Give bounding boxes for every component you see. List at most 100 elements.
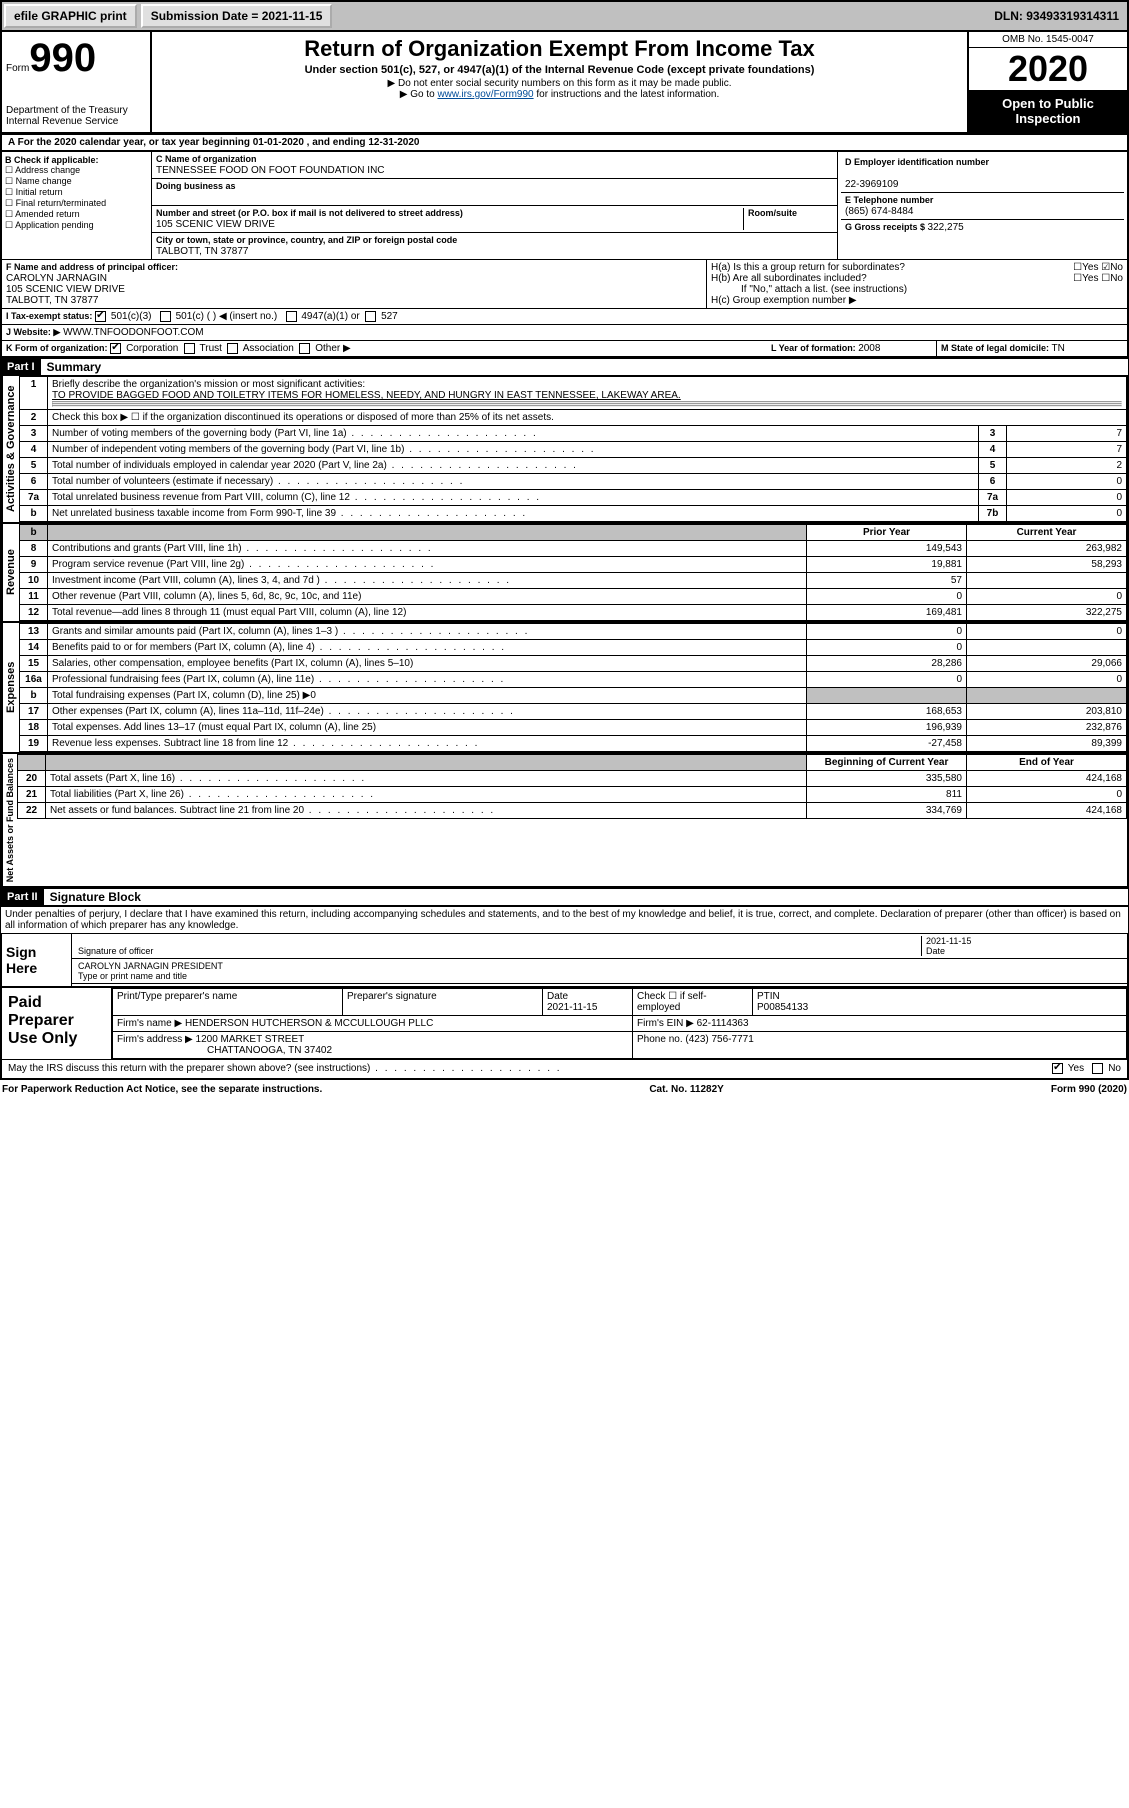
sign-here-block: Sign Here Signature of officer2021-11-15… bbox=[0, 934, 1129, 988]
cb-assoc[interactable] bbox=[227, 343, 238, 354]
side-netassets: Net Assets or Fund Balances bbox=[2, 754, 17, 886]
table-row: 7aTotal unrelated business revenue from … bbox=[20, 490, 1127, 506]
sig-date: 2021-11-15 bbox=[926, 936, 971, 946]
firm-name-label: Firm's name ▶ bbox=[117, 1018, 182, 1029]
firm-phone-label: Phone no. bbox=[637, 1034, 685, 1045]
prep-name-label: Print/Type preparer's name bbox=[117, 991, 237, 1002]
summary-netassets: Net Assets or Fund Balances Beginning of… bbox=[0, 754, 1129, 888]
cb-4947[interactable] bbox=[286, 311, 297, 322]
open-public-badge: Open to Public Inspection bbox=[969, 90, 1127, 132]
discuss-question: May the IRS discuss this return with the… bbox=[8, 1063, 1052, 1074]
efile-button[interactable]: efile GRAPHIC print bbox=[4, 4, 137, 28]
type-name-label: Type or print name and title bbox=[78, 971, 187, 981]
ein-label: D Employer identification number bbox=[845, 157, 989, 167]
city-label: City or town, state or province, country… bbox=[156, 235, 457, 245]
block-c: C Name of organizationTENNESSEE FOOD ON … bbox=[152, 152, 837, 259]
table-row: 22Net assets or fund balances. Subtract … bbox=[18, 803, 1127, 819]
table-row: 15Salaries, other compensation, employee… bbox=[20, 656, 1127, 672]
form-note-2: ▶ Go to www.irs.gov/Form990 for instruct… bbox=[156, 89, 963, 100]
table-row: 8Contributions and grants (Part VIII, li… bbox=[20, 541, 1127, 557]
table-row: 14Benefits paid to or for members (Part … bbox=[20, 640, 1127, 656]
col-prior: Prior Year bbox=[807, 525, 967, 541]
part1-header: Part I Summary bbox=[0, 358, 1129, 376]
l2-text: Check this box ▶ ☐ if the organization d… bbox=[48, 410, 1127, 426]
table-row: 16aProfessional fundraising fees (Part I… bbox=[20, 672, 1127, 688]
cb-discuss-no[interactable] bbox=[1092, 1063, 1103, 1074]
submission-date-button[interactable]: Submission Date = 2021-11-15 bbox=[141, 4, 333, 28]
blocks-bcde: B Check if applicable: ☐ Address change … bbox=[0, 152, 1129, 260]
block-i: I Tax-exempt status: 501(c)(3) 501(c) ( … bbox=[0, 309, 1129, 325]
l1-text: TO PROVIDE BAGGED FOOD AND TOILETRY ITEM… bbox=[52, 390, 681, 401]
block-klm: K Form of organization: Corporation Trus… bbox=[0, 341, 1129, 358]
cb-other[interactable] bbox=[299, 343, 310, 354]
self-employed-check[interactable]: Check ☐ if self-employed bbox=[633, 989, 753, 1016]
table-row: 13Grants and similar amounts paid (Part … bbox=[20, 624, 1127, 640]
part1-title: Summary bbox=[41, 360, 102, 374]
block-b: B Check if applicable: ☐ Address change … bbox=[2, 152, 152, 259]
cb-501c[interactable] bbox=[160, 311, 171, 322]
block-degh: D Employer identification number22-39691… bbox=[837, 152, 1127, 259]
table-row: 20Total assets (Part X, line 16)335,5804… bbox=[18, 771, 1127, 787]
cb-app-pending[interactable]: ☐ Application pending bbox=[5, 220, 148, 231]
cb-501c3[interactable] bbox=[95, 311, 106, 322]
cb-trust[interactable] bbox=[184, 343, 195, 354]
ha-label: H(a) Is this a group return for subordin… bbox=[711, 262, 905, 273]
cb-corp[interactable] bbox=[110, 343, 121, 354]
side-governance: Activities & Governance bbox=[2, 376, 19, 522]
table-row: 21Total liabilities (Part X, line 26)811… bbox=[18, 787, 1127, 803]
paid-preparer-block: Paid Preparer Use Only Print/Type prepar… bbox=[0, 988, 1129, 1079]
summary-expenses: Expenses 13Grants and similar amounts pa… bbox=[0, 623, 1129, 754]
table-row: 9Program service revenue (Part VIII, lin… bbox=[20, 557, 1127, 573]
firm-addr2: CHATTANOOGA, TN 37402 bbox=[117, 1045, 332, 1056]
paid-preparer-label: Paid Preparer Use Only bbox=[2, 988, 112, 1059]
domicile-label: M State of legal domicile: bbox=[941, 343, 1052, 353]
table-row: 12Total revenue—add lines 8 through 11 (… bbox=[20, 605, 1127, 621]
firm-ein: 62-1114363 bbox=[697, 1018, 749, 1029]
officer-addr1: 105 SCENIC VIEW DRIVE bbox=[6, 284, 125, 295]
part2-num: Part II bbox=[1, 889, 44, 905]
summary-revenue: Revenue bPrior YearCurrent Year 8Contrib… bbox=[0, 524, 1129, 623]
cb-final-return[interactable]: ☐ Final return/terminated bbox=[5, 198, 148, 209]
block-h: H(a) Is this a group return for subordin… bbox=[707, 260, 1127, 308]
year-formation: 2008 bbox=[858, 343, 880, 354]
form-org-label: K Form of organization: bbox=[6, 343, 108, 353]
footer-left: For Paperwork Reduction Act Notice, see … bbox=[2, 1084, 322, 1095]
tax-exempt-label: I Tax-exempt status: bbox=[6, 311, 92, 321]
gross-label: G Gross receipts $ bbox=[845, 222, 928, 232]
cb-address-change[interactable]: ☐ Address change bbox=[5, 165, 148, 176]
hb-note: If "No," attach a list. (see instruction… bbox=[711, 284, 1123, 295]
cb-amended[interactable]: ☐ Amended return bbox=[5, 209, 148, 220]
sign-here-label: Sign Here bbox=[2, 934, 72, 986]
phone-value: (865) 674-8484 bbox=[845, 206, 913, 217]
page-footer: For Paperwork Reduction Act Notice, see … bbox=[0, 1080, 1129, 1099]
phone-label: E Telephone number bbox=[845, 195, 933, 205]
dln-label: DLN: 93493319314311 bbox=[994, 9, 1125, 23]
gross-value: 322,275 bbox=[928, 222, 964, 233]
website-label: J Website: ▶ bbox=[6, 327, 60, 337]
hc-label: H(c) Group exemption number ▶ bbox=[711, 295, 1123, 306]
signer-name: CAROLYN JARNAGIN PRESIDENT bbox=[78, 961, 223, 971]
cb-name-change[interactable]: ☐ Name change bbox=[5, 176, 148, 187]
side-revenue: Revenue bbox=[2, 524, 19, 621]
year-cell: OMB No. 1545-0047 2020 Open to Public In… bbox=[967, 32, 1127, 132]
table-row: bTotal fundraising expenses (Part IX, co… bbox=[20, 688, 1127, 704]
table-row: 5Total number of individuals employed in… bbox=[20, 458, 1127, 474]
table-row: 18Total expenses. Add lines 13–17 (must … bbox=[20, 720, 1127, 736]
ptin-value: P00854133 bbox=[757, 1002, 808, 1013]
block-f: F Name and address of principal officer:… bbox=[2, 260, 707, 308]
cb-initial-return[interactable]: ☐ Initial return bbox=[5, 187, 148, 198]
table-row: 3Number of voting members of the governi… bbox=[20, 426, 1127, 442]
part2-header: Part II Signature Block bbox=[0, 888, 1129, 906]
website-value: WWW.TNFOODONFOOT.COM bbox=[63, 327, 204, 338]
firm-ein-label: Firm's EIN ▶ bbox=[637, 1018, 694, 1029]
irs-link[interactable]: www.irs.gov/Form990 bbox=[437, 89, 533, 100]
cb-527[interactable] bbox=[365, 311, 376, 322]
title-cell: Return of Organization Exempt From Incom… bbox=[152, 32, 967, 132]
room-label: Room/suite bbox=[748, 208, 797, 218]
table-row: 6Total number of volunteers (estimate if… bbox=[20, 474, 1127, 490]
cb-discuss-yes[interactable] bbox=[1052, 1063, 1063, 1074]
footer-formno: Form 990 (2020) bbox=[1051, 1084, 1127, 1095]
org-address: 105 SCENIC VIEW DRIVE bbox=[156, 219, 275, 230]
domicile: TN bbox=[1052, 343, 1065, 354]
col-end: End of Year bbox=[967, 755, 1127, 771]
